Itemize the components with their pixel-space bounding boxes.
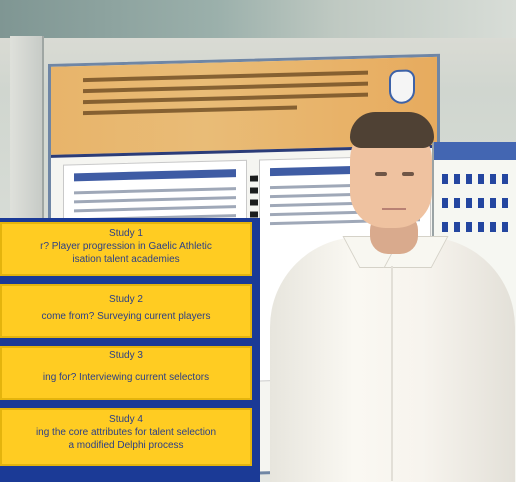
adjacent-poster-row [442,222,508,232]
ceiling-structure [0,0,516,38]
poster-title-line [83,70,368,83]
study-1-box: Study 1 r? Player progression in Gaelic … [0,222,252,276]
shirt-button-line [391,266,393,481]
poster-title-line [83,105,297,116]
study-summary-panel: Study 1 r? Player progression in Gaelic … [0,218,260,482]
study-4-line-2: a modified Delphi process [68,440,184,451]
poster-text-line [74,187,236,195]
adjacent-poster-header [434,142,516,160]
study-2-line-1: come from? Surveying current players [41,311,211,322]
poster-section-bar [74,169,236,182]
left-eye [375,172,387,176]
study-2-box: Study 2 come from? Surveying current pla… [0,284,252,338]
hair [350,112,434,148]
study-3-line-1: ing for? Interviewing current selectors [42,372,210,383]
study-3-box: Study 3 ing for? Interviewing current se… [0,346,252,400]
study-1-title: Study 1 [109,228,143,239]
poster-text-line [74,196,236,204]
study-4-line-1: ing the core attributes for talent selec… [35,427,217,438]
mouth [382,208,406,210]
study-4-box: Study 4 ing the core attributes for tale… [0,408,252,466]
adjacent-poster-row [442,174,508,184]
study-3-title: Study 3 [109,350,143,361]
man-in-white-shirt [270,112,516,482]
poster-crest-icon [389,69,415,105]
study-1-line-2: isation talent academies [72,254,180,265]
study-1-line-1: r? Player progression in Gaelic Athletic [40,241,212,252]
study-2-title: Study 2 [109,294,143,305]
poster-title-line [83,81,368,94]
poster-title-line [83,92,368,105]
poster-text-line [74,205,236,213]
adjacent-poster-row [442,198,508,208]
right-eye [402,172,414,176]
study-4-title: Study 4 [109,414,143,425]
